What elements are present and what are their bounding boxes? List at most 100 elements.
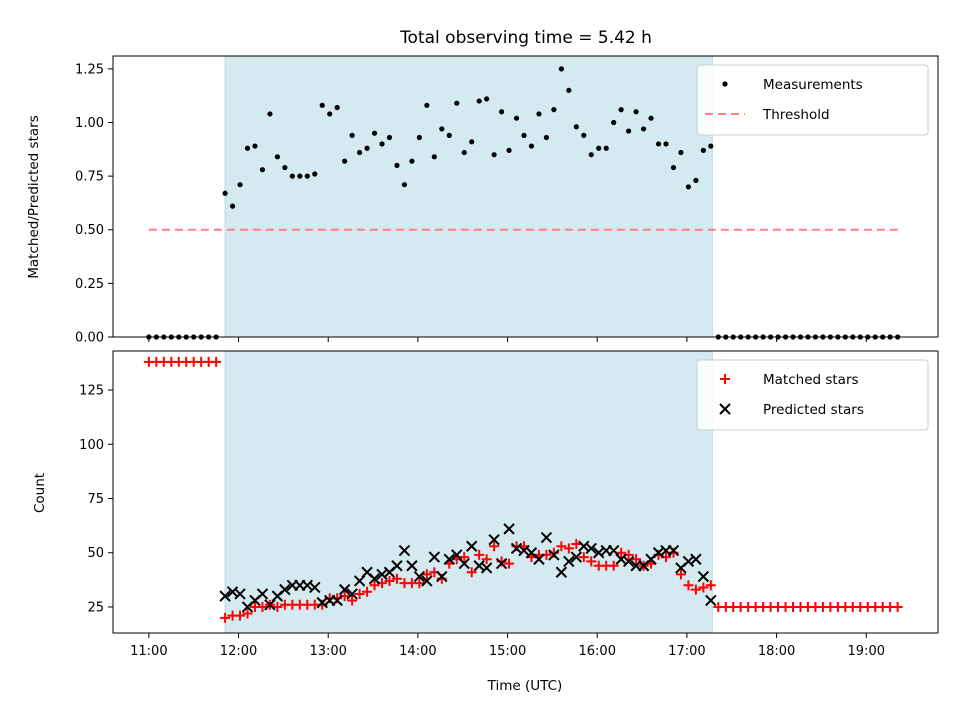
series-measurements — [146, 66, 901, 340]
matched-star-point — [347, 595, 358, 606]
predicted-star-point — [503, 523, 515, 535]
measurement-point — [282, 164, 288, 171]
y-axis-label-count: Count — [32, 473, 48, 513]
predicted-star-point — [256, 588, 269, 600]
x-tick-label: 17:00 — [668, 644, 705, 659]
predicted-star-point — [443, 553, 455, 565]
observing-window-bottom — [225, 351, 713, 633]
predicted-star-point — [697, 570, 710, 583]
legend-label: Threshold — [762, 107, 830, 123]
legend-marker-dot — [722, 81, 728, 87]
measurement-point — [334, 104, 340, 111]
measurement-point — [259, 167, 266, 173]
measurement-point — [237, 182, 243, 188]
measurement-point — [304, 173, 310, 179]
predicted-star-point — [540, 531, 553, 544]
measurement-point — [446, 132, 452, 138]
x-tick-label: 11:00 — [130, 644, 167, 659]
matched-star-point — [504, 558, 515, 569]
measurement-point — [655, 141, 662, 147]
matched-star-point — [556, 541, 567, 552]
matched-star-point — [698, 582, 709, 593]
predicted-star-point — [585, 542, 597, 555]
legend-label: Predicted stars — [763, 402, 864, 418]
predicted-star-point — [548, 549, 560, 561]
measurement-point — [244, 145, 251, 151]
measurement-point — [267, 111, 273, 117]
matched-star-point — [384, 575, 395, 586]
measurement-point — [558, 66, 564, 72]
measurement-point — [386, 134, 393, 141]
predicted-star-point — [563, 555, 575, 568]
measurement-point — [640, 126, 647, 132]
measurement-point — [551, 107, 557, 113]
matched-star-point — [578, 552, 589, 563]
observing-window-top — [225, 56, 713, 337]
predicted-star-point — [555, 566, 568, 578]
predicted-star-point — [279, 583, 291, 596]
predicted-star-point — [234, 588, 246, 600]
legend-label: Measurements — [763, 77, 863, 93]
legend-item: Matched stars — [720, 372, 859, 388]
y-tick-label: 50 — [87, 546, 104, 561]
measurement-point — [581, 132, 587, 138]
measurement-point — [364, 145, 370, 151]
top-panel: 0.00 0.25 0.50 0.75 1.00 1.25 Measurements Thre… — [75, 55, 939, 346]
predicted-star-point — [495, 557, 508, 570]
matched-star-point — [354, 588, 365, 599]
measurement-point — [648, 115, 654, 121]
legend-item: Measurements — [722, 77, 863, 93]
x-tick-label: 19:00 — [848, 644, 885, 659]
y-tick-label: 0.00 — [75, 331, 104, 346]
matched-star-point — [211, 356, 222, 367]
bottom-panel: 11:00 12:00 13:00 14:00 15:00 16:00 17:00 18:00… — [79, 350, 939, 659]
legend-marker-x — [719, 403, 731, 415]
predicted-star-point — [480, 562, 493, 574]
predicted-star-point — [488, 534, 500, 546]
matched-star-point — [892, 601, 903, 612]
y-tick-label: 0.50 — [75, 223, 104, 238]
matched-star-point — [683, 580, 694, 591]
measurement-point — [700, 147, 706, 153]
measurement-point — [633, 109, 639, 115]
predicted-star-point — [667, 544, 680, 557]
matched-star-point — [414, 578, 425, 589]
measurement-point — [573, 124, 579, 130]
y-tick-label: 100 — [79, 438, 104, 453]
y-tick-label: 0.25 — [75, 277, 104, 292]
predicted-star-point — [406, 560, 418, 572]
predicted-star-point — [705, 594, 717, 607]
y-tick-label: 0.75 — [75, 170, 104, 185]
matched-star-point — [242, 608, 253, 619]
legend-item: Threshold — [705, 107, 830, 123]
predicted-star-point — [622, 555, 635, 568]
x-tick-label: 12:00 — [220, 644, 257, 659]
y-tick-label: 1.25 — [75, 62, 104, 77]
predicted-star-point — [690, 553, 702, 565]
measurement-point — [327, 111, 333, 117]
y-tick-label: 1.00 — [75, 116, 104, 131]
measurement-point — [409, 158, 415, 164]
measurement-point — [312, 171, 318, 177]
legend-top: Measurements Threshold — [696, 64, 929, 136]
measurement-point — [439, 126, 445, 132]
matched-star-point — [481, 554, 492, 565]
x-tick-label: 13:00 — [309, 644, 346, 659]
matched-star-point — [257, 601, 268, 612]
measurement-point — [618, 107, 624, 113]
y-tick-label: 125 — [79, 384, 104, 399]
measurement-point — [693, 177, 699, 184]
measurement-point — [678, 149, 684, 156]
measurement-point — [401, 182, 408, 188]
measurement-point — [357, 149, 363, 156]
measurement-point — [349, 132, 355, 138]
measurement-point — [289, 173, 295, 179]
matched-star-point — [675, 569, 686, 580]
matched-star-point — [586, 556, 597, 567]
matched-star-point — [571, 539, 582, 550]
measurement-point — [484, 96, 490, 102]
predicted-star-point — [413, 570, 426, 583]
predicted-star-point — [398, 544, 411, 557]
matched-star-point — [391, 573, 402, 584]
